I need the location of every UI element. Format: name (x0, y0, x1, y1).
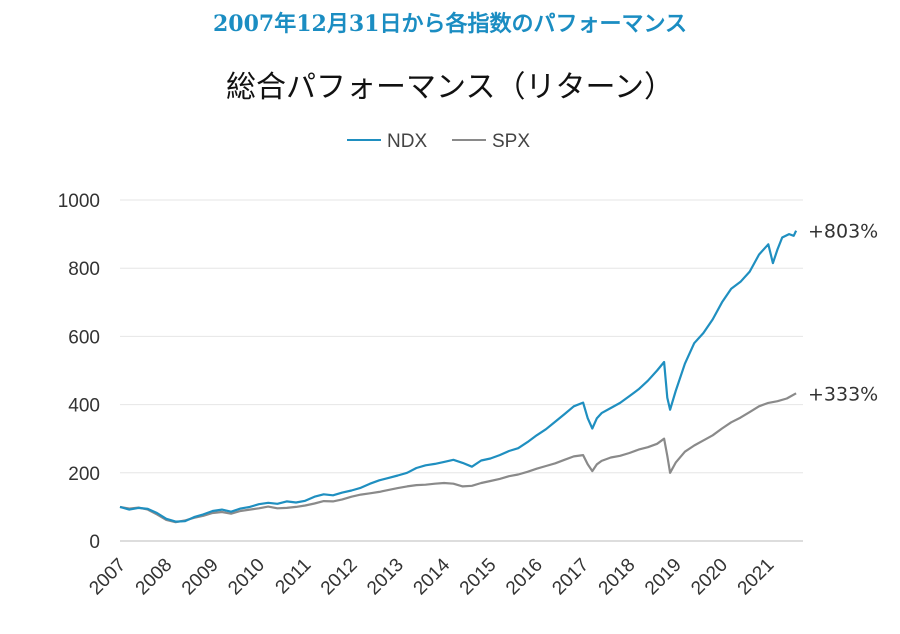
x-tick-label: 2019 (641, 555, 686, 600)
x-tick-label: 2011 (272, 555, 316, 599)
end-label-spx: +333% (808, 383, 878, 405)
legend-label-ndx: NDX (387, 131, 427, 152)
x-tick-label: 2014 (410, 554, 455, 599)
x-tick-label: 2016 (502, 555, 547, 600)
gridlines (120, 199, 803, 542)
x-tick-label: 2008 (132, 555, 177, 600)
chart-title: 総合パフォーマンス（リターン） (226, 70, 674, 105)
x-tick-label: 2020 (687, 555, 732, 600)
legend: NDX SPX (347, 131, 530, 152)
x-tick-label: 2009 (178, 555, 223, 600)
plot-area (119, 230, 798, 524)
x-tick-label: 2018 (595, 555, 640, 600)
y-axis-ticks: 0 200 400 600 800 1000 (58, 191, 100, 553)
y-tick-label: 1000 (58, 191, 100, 212)
x-tick-label: 2012 (317, 555, 362, 600)
x-axis-ticks: 2007 2008 2009 2010 2011 2012 2013 2014 2015 2016… (85, 554, 778, 599)
x-tick-label: 2007 (85, 555, 130, 600)
y-tick-label: 800 (68, 259, 100, 280)
legend-label-spx: SPX (492, 131, 530, 152)
y-tick-label: 0 (89, 532, 100, 553)
header-title: 2007年12月31日から各指数のパフォーマンス (212, 11, 688, 37)
x-tick-label: 2015 (456, 555, 501, 600)
y-tick-label: 400 (68, 396, 100, 417)
end-labels: +803% +333% (808, 221, 878, 406)
y-tick-label: 200 (68, 464, 100, 485)
x-tick-label: 2013 (363, 555, 408, 600)
series-line-spx (119, 392, 797, 524)
x-tick-label: 2021 (734, 555, 779, 600)
x-tick-label: 2010 (224, 555, 269, 600)
series-line-ndx (119, 230, 798, 523)
end-label-ndx: +803% (808, 221, 878, 243)
y-tick-label: 600 (68, 327, 100, 348)
x-tick-label: 2017 (548, 555, 593, 600)
